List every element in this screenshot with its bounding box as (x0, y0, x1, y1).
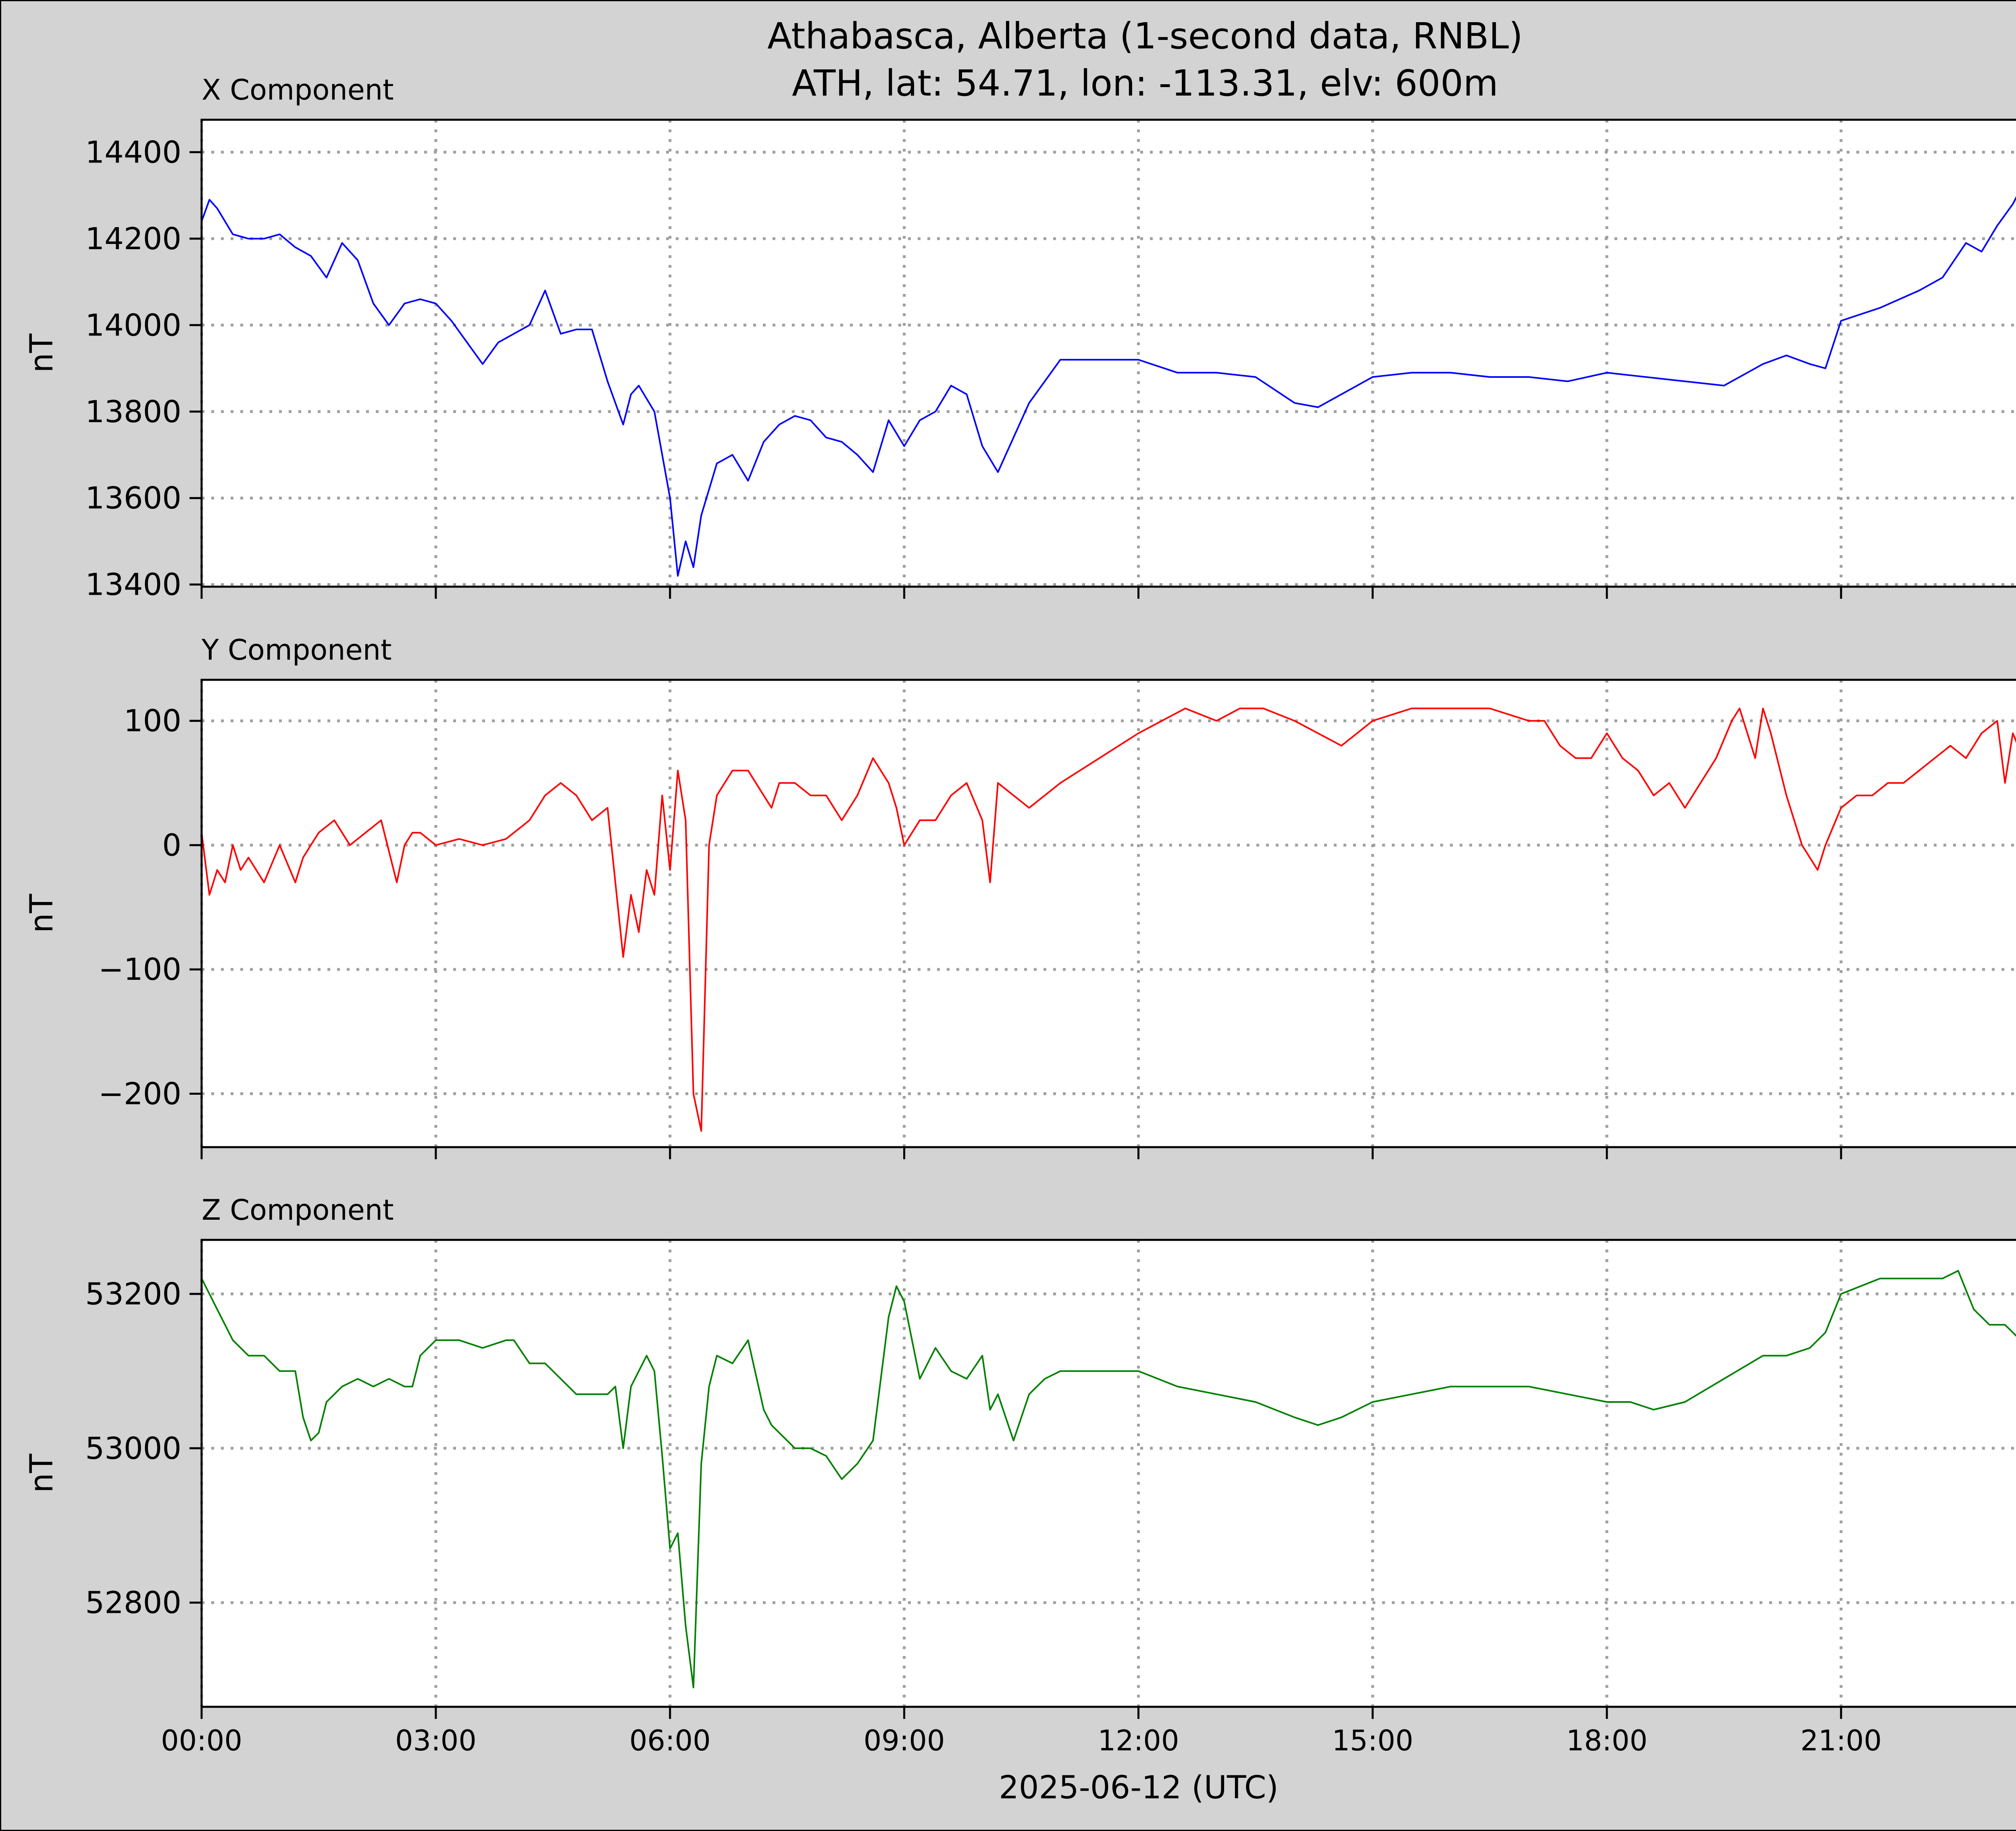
y-axis-label: nT (24, 894, 60, 933)
y-tick-label: 13400 (85, 567, 181, 602)
series-line (201, 1270, 2016, 1689)
x-tick-label: 03:00 (395, 1724, 477, 1757)
y-tick-label: 100 (124, 703, 181, 739)
panel-3: 00:00 03:00 06:00 09:00 12:00 15:00 18:00 21:00… (24, 1194, 2016, 1757)
x-tick-label: 00:00 (161, 1724, 242, 1757)
y-tick-label: 53000 (85, 1431, 181, 1466)
figure-title-line1: Athabasca, Alberta (1-second data, RNBL) (767, 15, 1523, 57)
x-tick-label: 18:00 (1566, 1724, 1647, 1757)
panel-1: 13400 13600 13800 14000 14200 14400 X Componen… (24, 73, 2016, 602)
series-line (201, 196, 2016, 577)
y-tick-label: 13800 (85, 394, 181, 429)
y-tick-label: 0 (162, 827, 181, 863)
panel-title: Z Component (202, 1194, 394, 1227)
y-tick-label: 14000 (85, 307, 181, 343)
series-line (201, 707, 2016, 1132)
x-tick-label: 09:00 (864, 1724, 945, 1757)
y-tick-label: 14200 (85, 221, 181, 256)
y-tick-label: 14400 (85, 134, 181, 170)
figure-title-line2: ATH, lat: 54.71, lon: -113.31, elv: 600m (792, 62, 1498, 104)
x-tick-label: 21:00 (1800, 1724, 1882, 1757)
y-tick-label: 53200 (85, 1276, 181, 1312)
y-axis-label: nT (24, 1454, 60, 1493)
x-axis-label: 2025-06-12 (UTC) (999, 1770, 1279, 1806)
plot-area (202, 120, 2016, 587)
plot-area (202, 1240, 2016, 1707)
x-tick-label: 12:00 (1098, 1724, 1179, 1757)
x-tick-label: 06:00 (629, 1724, 711, 1757)
y-tick-label: −100 (98, 952, 181, 987)
panel-title: Y Component (201, 633, 392, 667)
y-axis-label: nT (24, 333, 60, 373)
y-tick-label: 13600 (85, 480, 181, 516)
y-tick-label: −200 (98, 1076, 181, 1111)
y-tick-label: 52800 (85, 1585, 181, 1621)
panel-title: X Component (202, 73, 394, 106)
panel-2: −200 −100 0 100 Y Component nT (24, 633, 2016, 1159)
plot-area (202, 680, 2016, 1147)
x-tick-label: 15:00 (1332, 1724, 1414, 1757)
panels: 13400 13600 13800 14000 14200 14400 X Componen… (24, 73, 2016, 1757)
